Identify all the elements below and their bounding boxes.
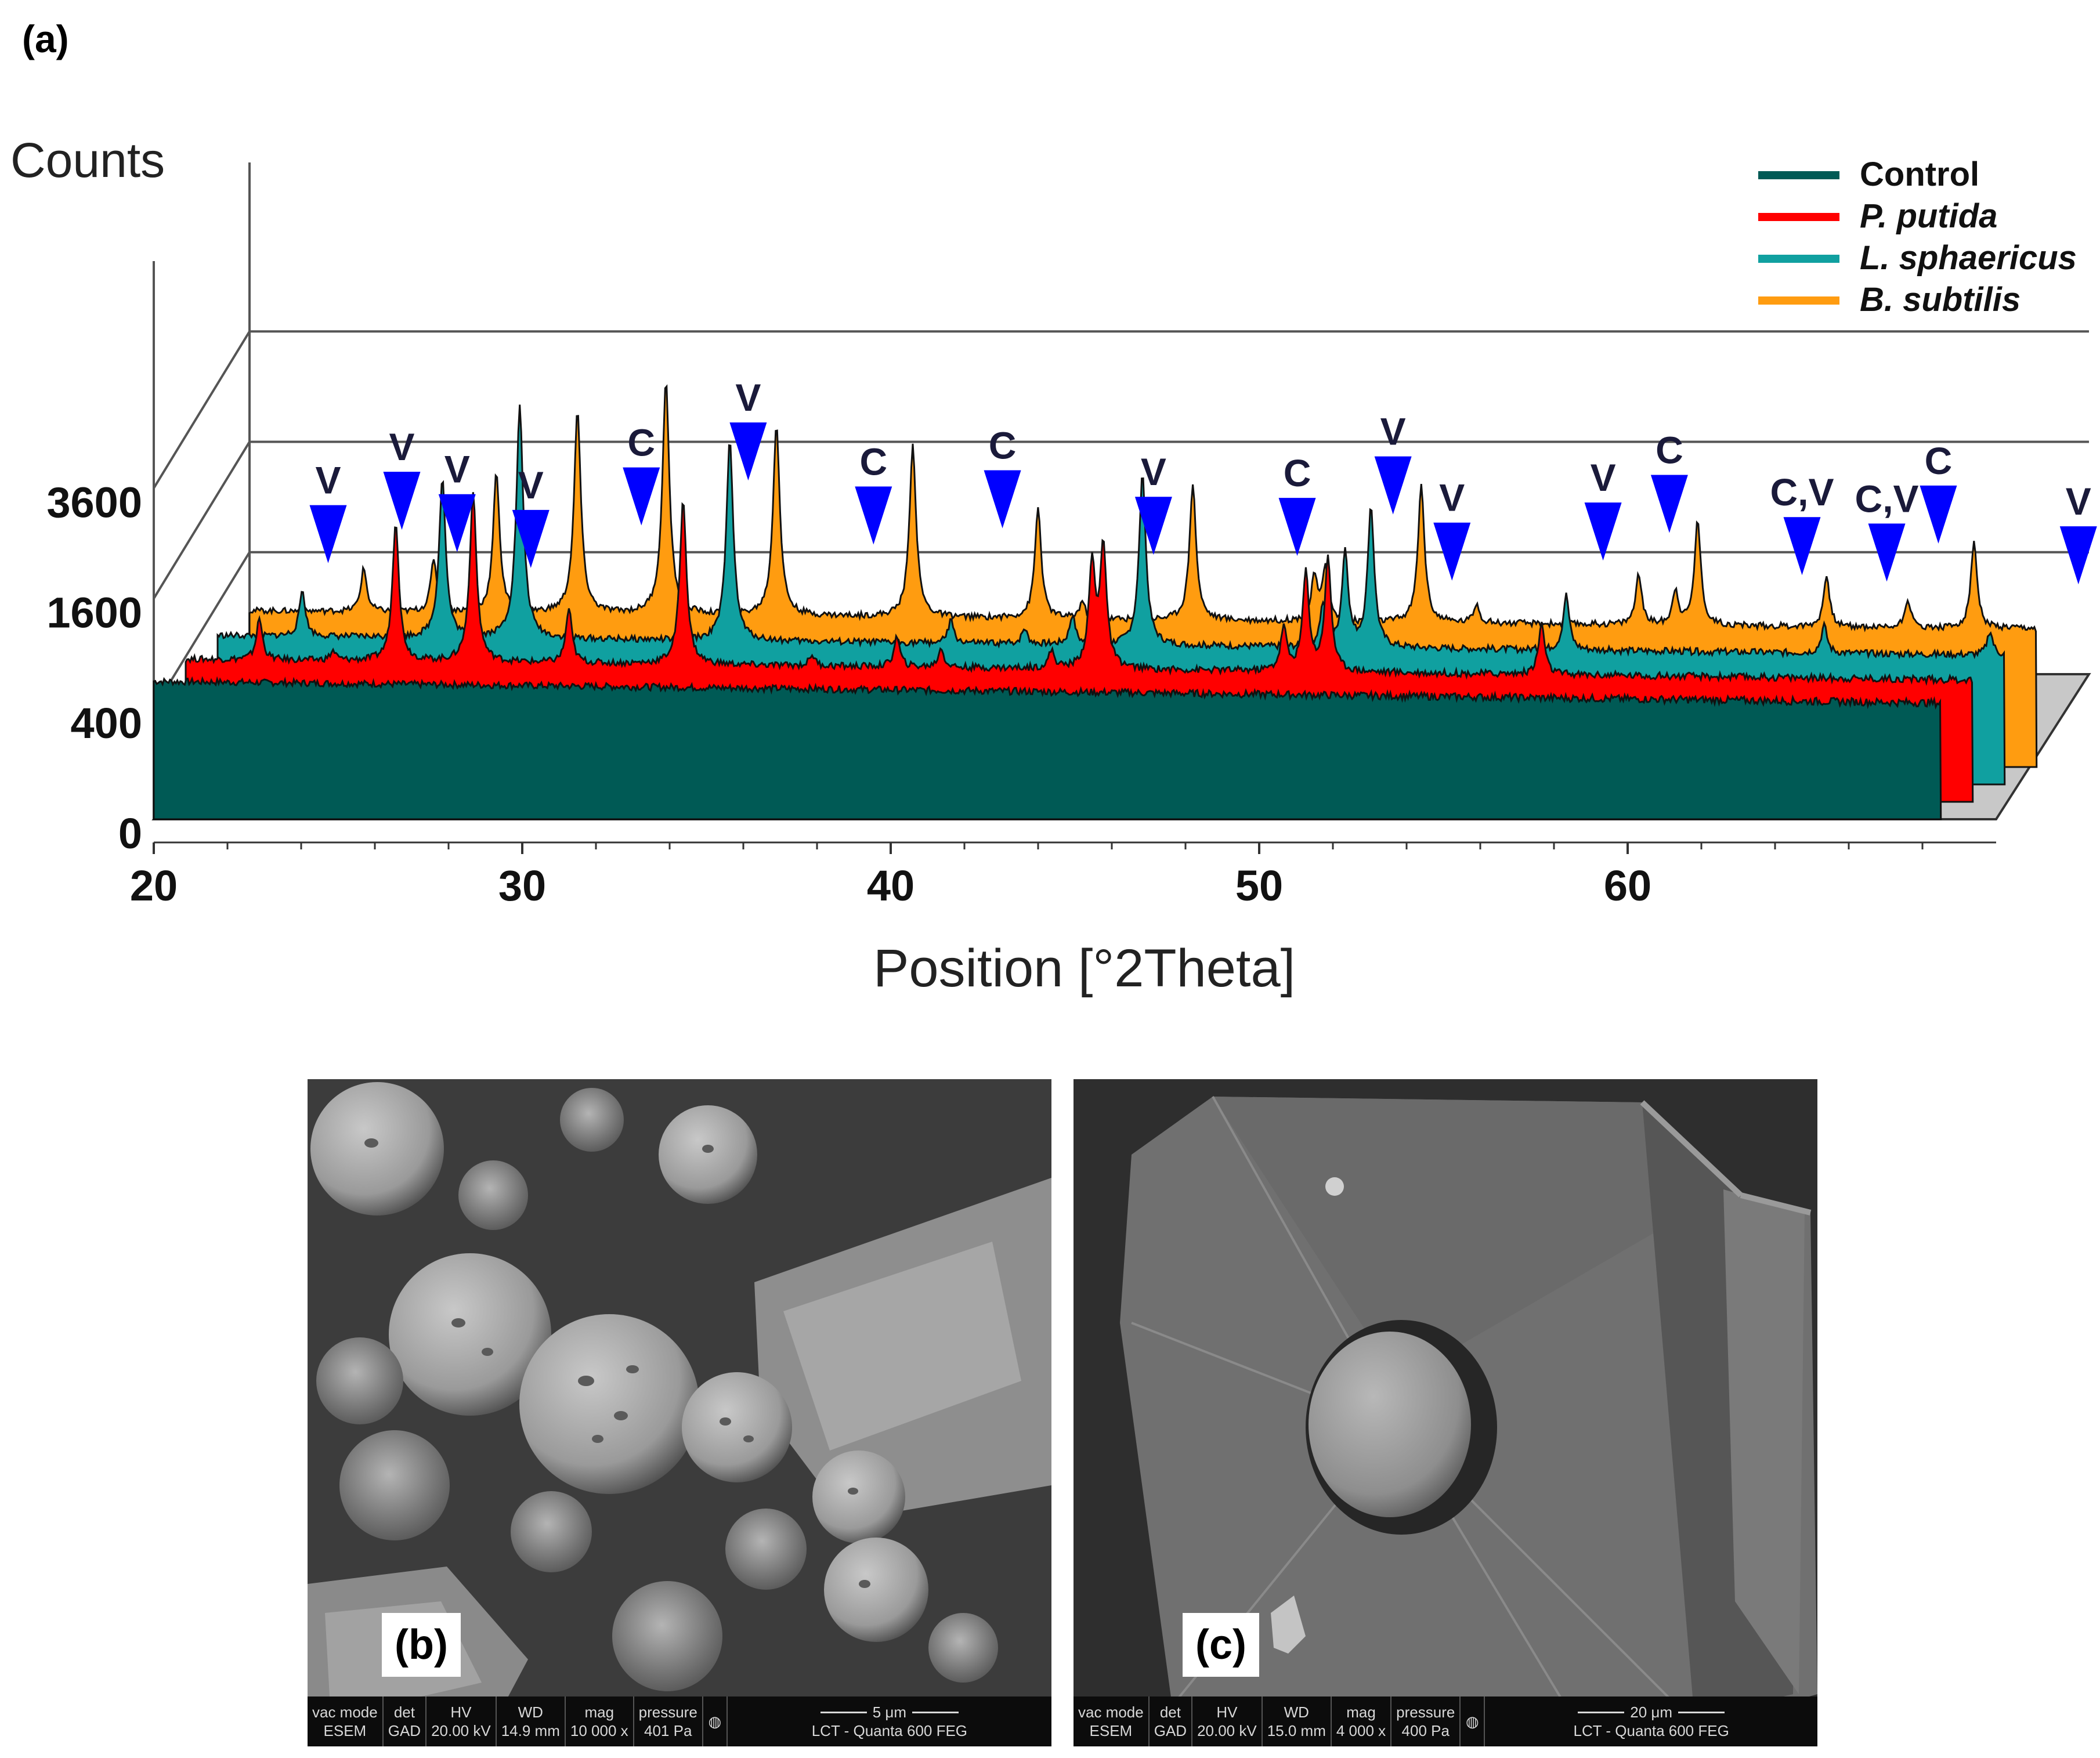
side-edge — [153, 441, 251, 599]
annotation-label: V — [1141, 450, 1166, 493]
fei-logo-icon: ◍ — [703, 1696, 728, 1746]
annotation-label: V — [1380, 410, 1406, 453]
series-layer — [153, 384, 2038, 820]
y-axis-label: Counts — [10, 133, 165, 187]
annotation-arrow — [984, 470, 1021, 529]
annotation-label: V — [1591, 456, 1616, 499]
x-tick-label: 60 — [1604, 862, 1651, 910]
sem-image-b: (b) vac mode ESEM det GAD HV 20.00 kV WD 14.… — [308, 1079, 1051, 1746]
annotation-arrow — [2059, 526, 2097, 585]
x-tick-label: 20 — [130, 862, 178, 910]
legend: Control P. putida L. sphaericus B. subtilis — [1758, 155, 2077, 319]
annotation-arrow — [623, 467, 660, 526]
annotation-label: C — [1925, 439, 1953, 482]
annotation-arrow — [729, 422, 767, 481]
fei-logo-icon: ◍ — [1461, 1696, 1485, 1746]
annotation-arrow — [1278, 498, 1316, 556]
annotation-arrow — [438, 494, 476, 552]
scale-label-b: 5 μm — [872, 1703, 907, 1721]
annotation-label: C — [1656, 428, 1683, 471]
instrument-b: LCT - Quanta 600 FEG — [811, 1722, 968, 1739]
annotation-label: C — [627, 421, 655, 464]
annotation-arrow — [1650, 475, 1688, 533]
x-tick-label: 50 — [1235, 862, 1283, 910]
instrument-c: LCT - Quanta 600 FEG — [1573, 1722, 1729, 1739]
annotation-arrow — [512, 509, 550, 568]
panel-a-label: (a) — [22, 17, 69, 60]
y-tick-label: 400 — [71, 699, 142, 747]
series-control — [153, 676, 1942, 820]
annotation-label: V — [444, 448, 470, 491]
x-tick-label: 40 — [867, 862, 915, 910]
panel-b-label: (b) — [382, 1613, 461, 1677]
annotation-label: V — [2066, 480, 2091, 523]
annotation-label: C — [859, 440, 887, 483]
annotation-arrow — [1920, 485, 1957, 544]
annotation-arrow — [855, 486, 892, 545]
scale-label-c: 20 μm — [1630, 1703, 1673, 1721]
sem-databar-b: vac mode ESEM det GAD HV 20.00 kV WD 14.9 mm… — [308, 1696, 1051, 1746]
axes-layer: 20 30 40 50 60 0 400 1600 3600 — [46, 478, 1996, 910]
annotation-label: V — [389, 425, 414, 468]
side-edge — [153, 331, 251, 489]
annotation-arrow — [1134, 497, 1172, 555]
annotation-arrow — [1783, 517, 1821, 576]
annotation-arrow — [1433, 522, 1471, 581]
legend-entry: B. subtilis — [1860, 281, 2021, 319]
annotation-arrow — [1868, 523, 1906, 582]
legend-entry: Control — [1860, 155, 1979, 193]
legend-entry: P. putida — [1860, 197, 1997, 235]
panel-c-label: (c) — [1183, 1613, 1259, 1677]
sem-image-c: (c) vac mode ESEM det GAD HV 20.00 kV WD 15.… — [1074, 1079, 1817, 1746]
annotation-arrow — [383, 472, 421, 530]
y-tick-label: 1600 — [46, 589, 142, 637]
annotation-label: C,V — [1770, 471, 1834, 513]
annotation-label: V — [518, 464, 544, 507]
annotation-label: C — [1284, 451, 1311, 494]
x-axis-label: Position [°2Theta] — [873, 939, 1295, 998]
y-tick-label: 0 — [118, 809, 142, 858]
annotation-label: V — [735, 376, 761, 419]
x-tick-label: 30 — [498, 862, 546, 910]
annotation-label: C — [989, 424, 1017, 467]
annotation-arrow — [1584, 502, 1622, 561]
annotation-arrow — [309, 505, 347, 563]
annotation-label: V — [315, 459, 341, 502]
sem-databar-c: vac mode ESEM det GAD HV 20.00 kV WD 15.0 mm… — [1074, 1696, 1817, 1746]
annotation-arrow — [1374, 456, 1412, 515]
annotation-label: C,V — [1855, 477, 1919, 520]
legend-entry: L. sphaericus — [1860, 239, 2077, 277]
y-tick-label: 3600 — [46, 478, 142, 526]
annotation-label: V — [1439, 476, 1465, 519]
